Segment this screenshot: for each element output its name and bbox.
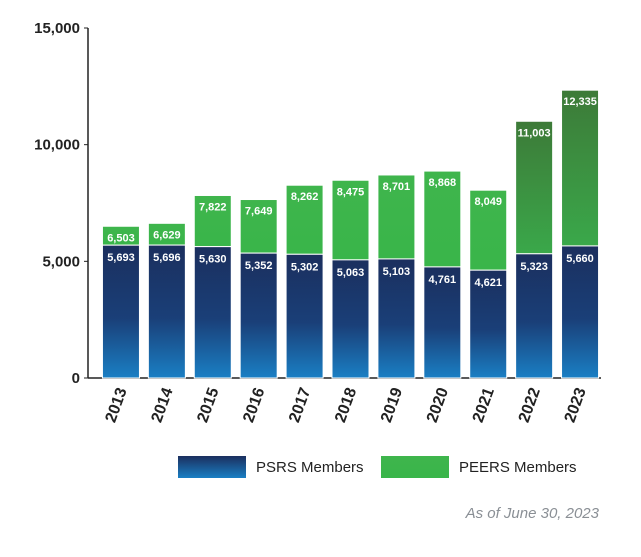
data-label-total-2015: 7,822 xyxy=(199,201,227,213)
data-label-total-2016: 7,649 xyxy=(245,206,273,218)
x-tick-label-2014: 2014 xyxy=(148,385,176,424)
x-tick-label-2022: 2022 xyxy=(516,385,544,424)
bar-psrs-2014 xyxy=(147,244,186,379)
bar-psrs-2023 xyxy=(561,245,600,379)
legend: PSRS Members PEERS Members xyxy=(0,452,641,482)
data-label-total-2023: 12,335 xyxy=(563,96,597,108)
data-label-total-2022: 11,003 xyxy=(518,127,551,139)
x-tick-label-2020: 2020 xyxy=(424,385,452,424)
bar-psrs-2019 xyxy=(377,258,416,379)
x-tick-label-2016: 2016 xyxy=(240,385,268,424)
bar-peers-2016 xyxy=(239,199,278,254)
bar-psrs-2021 xyxy=(469,269,508,379)
bar-peers-2020 xyxy=(423,170,462,268)
bar-psrs-2018 xyxy=(331,259,370,379)
legend-label-psrs: PSRS Members xyxy=(256,458,364,476)
data-label-psrs-2018: 5,063 xyxy=(337,267,365,279)
x-tick-label-2017: 2017 xyxy=(286,385,314,424)
bar-peers-2017 xyxy=(285,184,324,255)
legend-item-peers: PEERS Members xyxy=(381,456,577,478)
data-label-psrs-2016: 5,352 xyxy=(245,260,273,272)
x-tick-label-2013: 2013 xyxy=(103,385,131,424)
data-label-psrs-2015: 5,630 xyxy=(199,254,227,266)
bar-psrs-2017 xyxy=(285,253,324,379)
data-labels: 6,503 5,693 6,629 5,696 7,822 5,630 7,649 5,352… xyxy=(107,96,597,289)
x-tick-label-2018: 2018 xyxy=(332,385,360,424)
y-tick-label: 15,000 xyxy=(34,20,80,37)
bar-peers-2022 xyxy=(515,120,554,255)
x-tick-label-2015: 2015 xyxy=(194,385,222,424)
x-tick-label-2019: 2019 xyxy=(378,385,406,424)
bar-psrs-2022 xyxy=(515,253,554,379)
bar-peers-2018 xyxy=(331,179,370,261)
data-label-total-2018: 8,475 xyxy=(337,186,365,198)
legend-swatch-psrs xyxy=(178,456,246,478)
data-label-total-2013: 6,503 xyxy=(107,232,135,244)
bar-psrs-2020 xyxy=(423,266,462,379)
data-label-psrs-2013: 5,693 xyxy=(107,252,135,264)
data-label-psrs-2023: 5,660 xyxy=(566,253,594,265)
data-label-total-2020: 8,868 xyxy=(429,177,457,189)
data-label-psrs-2017: 5,302 xyxy=(291,261,319,273)
x-tick-label-2023: 2023 xyxy=(562,385,590,424)
y-tick-label: 0 xyxy=(72,370,80,387)
bar-psrs-2013 xyxy=(101,244,140,379)
y-tick-label: 5,000 xyxy=(42,253,80,270)
bars xyxy=(101,89,600,379)
data-label-psrs-2014: 5,696 xyxy=(153,252,181,264)
bar-peers-2023 xyxy=(561,89,600,247)
data-label-psrs-2022: 5,323 xyxy=(520,261,548,273)
y-tick-label: 10,000 xyxy=(34,137,80,154)
data-label-total-2014: 6,629 xyxy=(153,229,181,241)
bar-psrs-2016 xyxy=(239,252,278,379)
bar-peers-2019 xyxy=(377,174,416,260)
data-label-psrs-2020: 4,761 xyxy=(429,274,457,286)
x-tick-label-2021: 2021 xyxy=(470,385,498,424)
data-label-psrs-2021: 4,621 xyxy=(474,277,502,289)
legend-label-peers: PEERS Members xyxy=(459,458,577,476)
data-label-psrs-2019: 5,103 xyxy=(383,266,411,278)
data-label-total-2021: 8,049 xyxy=(474,196,502,208)
data-label-total-2019: 8,701 xyxy=(383,181,411,193)
legend-swatch-peers xyxy=(381,456,449,478)
data-label-total-2017: 8,262 xyxy=(291,191,319,203)
as-of-date-note: As of June 30, 2023 xyxy=(465,505,599,522)
bar-psrs-2015 xyxy=(193,246,232,379)
bar-peers-2015 xyxy=(193,194,232,248)
legend-item-psrs: PSRS Members xyxy=(178,456,364,478)
